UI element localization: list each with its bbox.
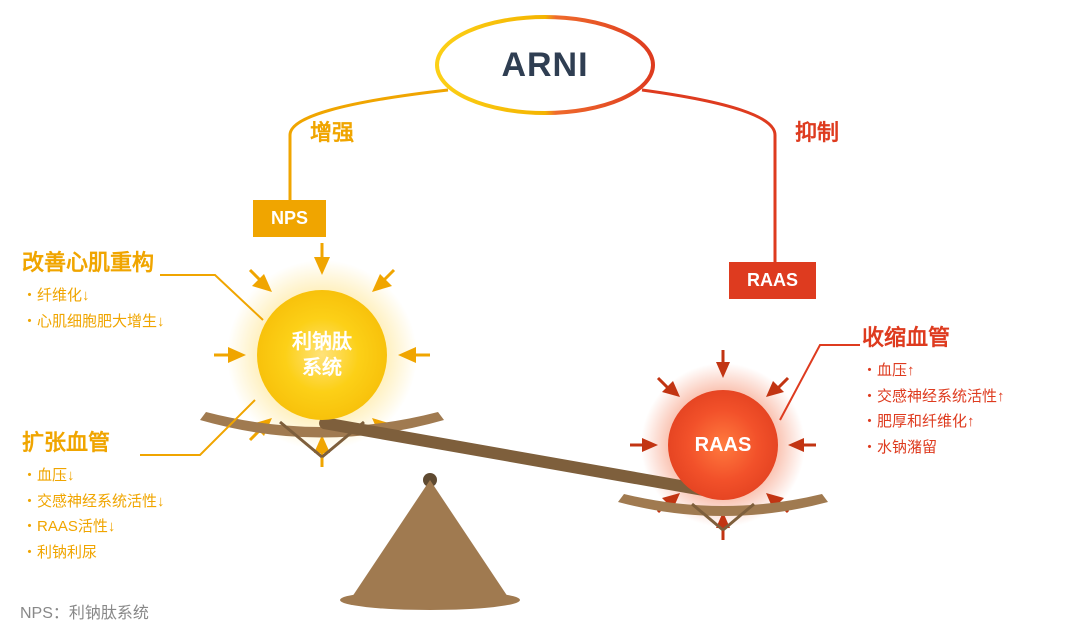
callout-item: 肥厚和纤维化↑ [862,413,975,430]
callout-bottom-left: 扩张血管 血压↓ 交感神经系统活性↓ RAAS活性↓ 利钠利尿 [22,425,165,565]
callout-item: 利钠利尿 [22,544,97,561]
callout-top-left-list: 纤维化↓ 心肌细胞肥大增生↓ [22,283,165,334]
callout-right: 收缩血管 血压↑ 交感神经系统活性↑ 肥厚和纤维化↑ 水钠潴留 [862,320,1005,460]
callout-item: 血压↑ [862,362,915,379]
left-branch-label: 增强 [310,115,354,147]
raas-ball: RAAS [668,390,778,500]
callout-item: 血压↓ [22,467,75,484]
nps-ball-line1: 利钠肽 [292,329,352,355]
callout-item: 心肌细胞肥大增生↓ [22,313,165,330]
callout-top-left-title: 改善心肌重构 [22,245,165,277]
callout-right-list: 血压↑ 交感神经系统活性↑ 肥厚和纤维化↑ 水钠潴留 [862,358,1005,460]
callout-item: 纤维化↓ [22,287,90,304]
callout-item: RAAS活性↓ [22,518,115,535]
callout-bottom-left-list: 血压↓ 交感神经系统活性↓ RAAS活性↓ 利钠利尿 [22,463,165,565]
nps-box: NPS [253,200,326,237]
arni-title: ARNI [501,46,588,85]
arni-node: ARNI [435,15,655,115]
footnote: NPS：利钠肽系统 [20,599,149,623]
callout-right-title: 收缩血管 [862,320,1005,352]
callout-item: 交感神经系统活性↑ [862,388,1005,405]
callout-bottom-left-title: 扩张血管 [22,425,165,457]
raas-ball-label: RAAS [695,432,752,458]
raas-box: RAAS [729,262,816,299]
callout-item: 交感神经系统活性↓ [22,493,165,510]
callout-top-left: 改善心肌重构 纤维化↓ 心肌细胞肥大增生↓ [22,245,165,334]
nps-ball-line2: 系统 [292,355,352,381]
right-branch-label: 抑制 [795,115,839,147]
nps-ball: 利钠肽 系统 [257,290,387,420]
callout-item: 水钠潴留 [862,439,937,456]
